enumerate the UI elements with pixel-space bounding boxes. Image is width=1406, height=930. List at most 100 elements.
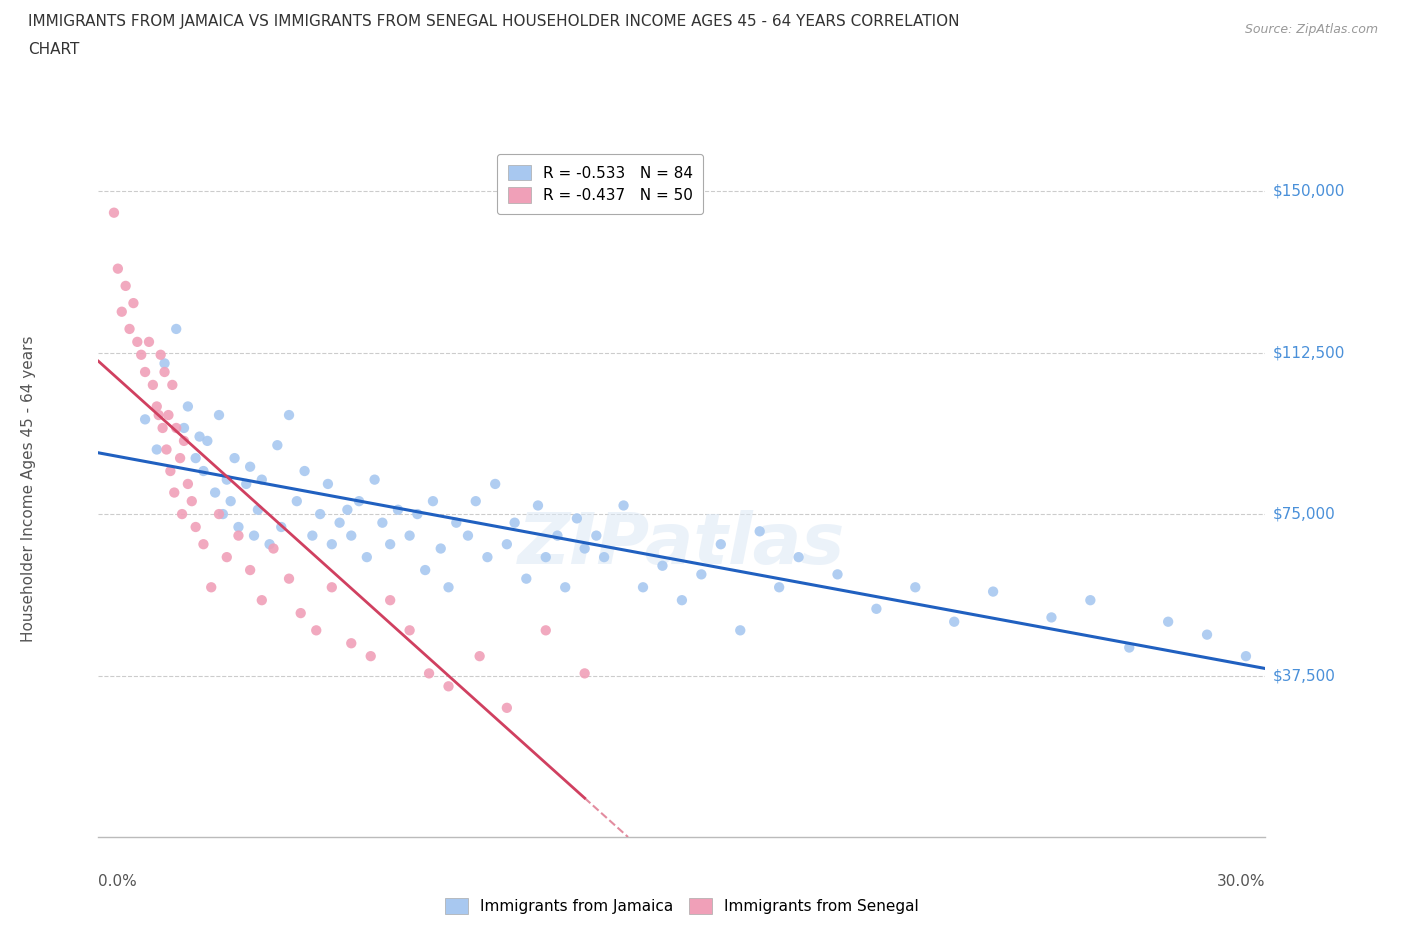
Point [155, 442, 177, 457]
Point [250, 472, 273, 487]
Point [943, 615, 966, 630]
Point [208, 407, 231, 422]
Point [215, 550, 238, 565]
Point [266, 438, 288, 453]
Point [429, 541, 451, 556]
Point [329, 515, 352, 530]
Point [107, 261, 129, 276]
Point [1157, 615, 1180, 630]
Point [239, 563, 262, 578]
Point [574, 541, 596, 556]
Point [204, 485, 226, 500]
Point [495, 700, 517, 715]
Point [163, 485, 186, 500]
Point [103, 206, 125, 220]
Point [228, 528, 250, 543]
Point [170, 507, 193, 522]
Point [250, 592, 273, 607]
Point [294, 463, 316, 478]
Point [437, 579, 460, 594]
Point [193, 537, 215, 551]
Point [165, 322, 187, 337]
Point [301, 528, 323, 543]
Text: IMMIGRANTS FROM JAMAICA VS IMMIGRANTS FROM SENEGAL HOUSEHOLDER INCOME AGES 45 - : IMMIGRANTS FROM JAMAICA VS IMMIGRANTS FR… [28, 14, 960, 29]
Point [457, 528, 479, 543]
Point [495, 537, 517, 551]
Point [484, 476, 506, 491]
Point [787, 550, 810, 565]
Point [690, 567, 713, 582]
Point [278, 407, 301, 422]
Legend: Immigrants from Jamaica, Immigrants from Senegal: Immigrants from Jamaica, Immigrants from… [439, 892, 925, 920]
Point [162, 378, 184, 392]
Point [612, 498, 634, 513]
Point [285, 494, 308, 509]
Point [406, 507, 429, 522]
Text: CHART: CHART [28, 42, 80, 57]
Point [193, 463, 215, 478]
Point [515, 571, 537, 586]
Point [398, 623, 420, 638]
Point [224, 451, 246, 466]
Point [464, 494, 486, 509]
Point [340, 528, 363, 543]
Text: 30.0%: 30.0% [1218, 874, 1265, 889]
Point [184, 520, 207, 535]
Point [239, 459, 262, 474]
Point [593, 550, 616, 565]
Point [305, 623, 328, 638]
Point [188, 429, 211, 444]
Point [1195, 627, 1218, 642]
Point [398, 528, 420, 543]
Point [1118, 640, 1140, 655]
Point [177, 476, 200, 491]
Point [768, 579, 790, 594]
Point [546, 528, 568, 543]
Point [554, 579, 576, 594]
Point [347, 494, 370, 509]
Point [446, 515, 468, 530]
Point [146, 399, 169, 414]
Point [336, 502, 359, 517]
Point [1234, 649, 1257, 664]
Point [184, 451, 207, 466]
Point [904, 579, 927, 594]
Point [865, 602, 887, 617]
Point [413, 563, 436, 578]
Point [212, 507, 235, 522]
Point [208, 507, 231, 522]
Point [1080, 592, 1102, 607]
Text: 0.0%: 0.0% [98, 874, 138, 889]
Point [148, 407, 170, 422]
Point [153, 365, 176, 379]
Point [827, 567, 849, 582]
Text: $37,500: $37,500 [1272, 668, 1336, 683]
Point [437, 679, 460, 694]
Point [270, 520, 292, 535]
Point [215, 472, 238, 487]
Point [710, 537, 733, 551]
Point [173, 433, 195, 448]
Point [565, 511, 588, 525]
Point [378, 537, 402, 551]
Point [152, 420, 174, 435]
Point [111, 304, 134, 319]
Point [262, 541, 284, 556]
Point [122, 296, 145, 311]
Point [290, 605, 312, 620]
Point [316, 476, 339, 491]
Text: $150,000: $150,000 [1272, 183, 1344, 199]
Point [146, 442, 169, 457]
Point [142, 378, 165, 392]
Point [200, 579, 222, 594]
Point [651, 558, 673, 573]
Text: Householder Income Ages 45 - 64 years: Householder Income Ages 45 - 64 years [21, 335, 35, 642]
Point [246, 502, 269, 517]
Point [165, 420, 187, 435]
Point [173, 420, 195, 435]
Text: Source: ZipAtlas.com: Source: ZipAtlas.com [1244, 23, 1378, 36]
Point [228, 520, 250, 535]
Point [534, 550, 557, 565]
Point [309, 507, 332, 522]
Point [503, 515, 526, 530]
